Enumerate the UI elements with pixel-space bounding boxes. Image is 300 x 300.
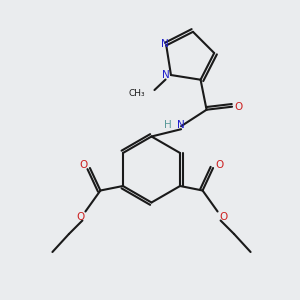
Text: CH₃: CH₃ bbox=[129, 88, 146, 98]
Text: N: N bbox=[177, 120, 185, 130]
Text: N: N bbox=[161, 39, 169, 49]
Text: O: O bbox=[215, 160, 223, 170]
Text: O: O bbox=[80, 160, 88, 170]
Text: O: O bbox=[77, 212, 85, 222]
Text: H: H bbox=[164, 120, 172, 130]
Text: N: N bbox=[162, 70, 170, 80]
Text: O: O bbox=[234, 102, 242, 112]
Text: O: O bbox=[220, 212, 228, 222]
